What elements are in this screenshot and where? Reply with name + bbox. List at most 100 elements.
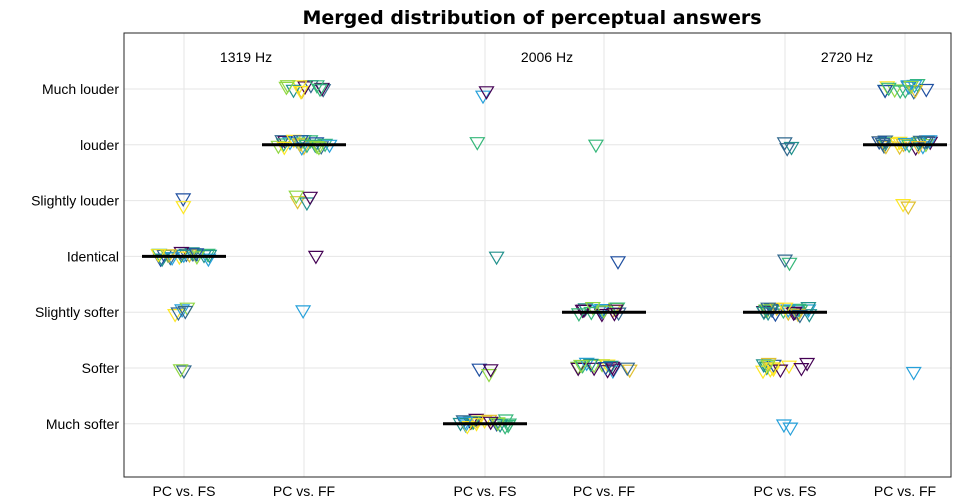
response-marker — [307, 250, 324, 265]
response-marker — [297, 81, 314, 95]
x-tick-label: PC vs. FF — [874, 483, 936, 499]
response-marker — [602, 360, 619, 375]
response-marker — [497, 421, 514, 435]
response-marker — [800, 302, 817, 316]
response-marker — [877, 135, 894, 150]
response-marker — [776, 254, 794, 269]
response-marker — [288, 190, 305, 205]
median-layer — [142, 143, 947, 426]
response-marker — [478, 86, 495, 100]
response-marker — [777, 302, 794, 317]
response-marker — [292, 85, 309, 100]
response-marker — [918, 135, 935, 150]
x-tick-label: PC vs. FS — [152, 483, 215, 499]
response-marker — [764, 362, 781, 376]
grid-layer — [124, 33, 951, 477]
panel-label: 1319 Hz — [220, 49, 272, 65]
y-tick-labels: Much softer Softer Slightly softer Identica… — [31, 81, 119, 432]
response-marker — [200, 253, 217, 268]
panel-label: 2720 Hz — [821, 49, 873, 65]
y-tick-label: Slightly louder — [31, 193, 119, 209]
response-marker — [308, 140, 326, 155]
response-marker — [177, 305, 194, 320]
response-marker — [880, 82, 897, 97]
response-marker — [474, 90, 492, 105]
response-marker — [754, 365, 772, 380]
response-marker — [295, 305, 312, 319]
response-marker — [895, 199, 912, 213]
response-marker — [577, 303, 594, 317]
response-marker — [170, 307, 187, 322]
x-tick-label: PC vs. FS — [753, 483, 816, 499]
response-marker — [892, 85, 909, 100]
x-tick-label: PC vs. FS — [453, 483, 516, 499]
response-marker — [578, 357, 595, 372]
response-marker — [172, 364, 189, 378]
y-tick-label: Softer — [82, 360, 120, 376]
x-tick-label: PC vs. FF — [573, 483, 635, 499]
response-marker — [877, 141, 894, 155]
response-marker — [782, 422, 799, 437]
marker-layer — [150, 78, 939, 437]
response-marker — [302, 191, 319, 206]
response-marker — [775, 419, 792, 434]
response-marker — [594, 304, 611, 318]
response-marker — [587, 139, 604, 154]
response-marker — [570, 308, 587, 322]
response-marker — [905, 366, 922, 381]
response-marker — [793, 363, 810, 377]
response-marker — [292, 135, 309, 149]
response-marker — [572, 359, 590, 374]
response-marker — [298, 139, 315, 154]
response-marker — [606, 308, 623, 322]
response-marker — [308, 80, 325, 94]
response-marker — [480, 369, 498, 383]
plot-frame — [123, 32, 952, 478]
response-marker — [270, 140, 287, 155]
response-marker — [789, 308, 807, 323]
response-marker — [174, 304, 191, 318]
response-marker — [164, 252, 181, 266]
response-marker — [488, 251, 505, 266]
response-marker — [469, 137, 486, 151]
response-marker — [570, 362, 587, 377]
response-marker — [289, 196, 306, 210]
response-marker — [310, 141, 327, 156]
response-marker — [779, 143, 796, 157]
response-marker — [311, 83, 329, 98]
x-tick-label: PC vs. FF — [273, 483, 335, 499]
response-marker — [482, 364, 499, 378]
response-marker — [586, 359, 603, 374]
x-tick-labels: PC vs. FS PC vs. FF PC vs. FS PC vs. FF PC v… — [152, 483, 936, 499]
response-marker — [900, 201, 917, 216]
response-marker — [768, 302, 785, 317]
response-marker — [586, 362, 603, 377]
response-marker — [188, 248, 205, 262]
response-marker — [175, 193, 192, 207]
response-marker — [886, 84, 903, 99]
response-marker — [175, 201, 192, 215]
response-marker — [791, 309, 808, 324]
response-marker — [910, 141, 927, 155]
response-marker — [582, 358, 599, 373]
response-marker — [619, 362, 636, 377]
response-marker — [903, 80, 920, 95]
response-marker — [877, 84, 894, 99]
y-tick-label: Much louder — [42, 81, 119, 97]
response-marker — [279, 80, 296, 94]
response-marker — [871, 136, 888, 151]
response-marker — [492, 419, 509, 433]
response-marker — [799, 357, 816, 372]
chart-title: Merged distribution of perceptual answer… — [302, 7, 761, 29]
response-marker — [772, 364, 789, 379]
response-marker — [167, 309, 184, 323]
response-marker — [597, 362, 614, 376]
response-marker — [918, 83, 935, 98]
y-tick-label: Slightly softer — [35, 304, 119, 320]
y-tick-label: Identical — [67, 248, 119, 264]
response-marker — [605, 363, 622, 378]
response-marker — [760, 302, 777, 317]
panel-label: 2006 Hz — [521, 49, 573, 65]
response-marker — [584, 302, 601, 316]
response-marker — [175, 365, 192, 380]
